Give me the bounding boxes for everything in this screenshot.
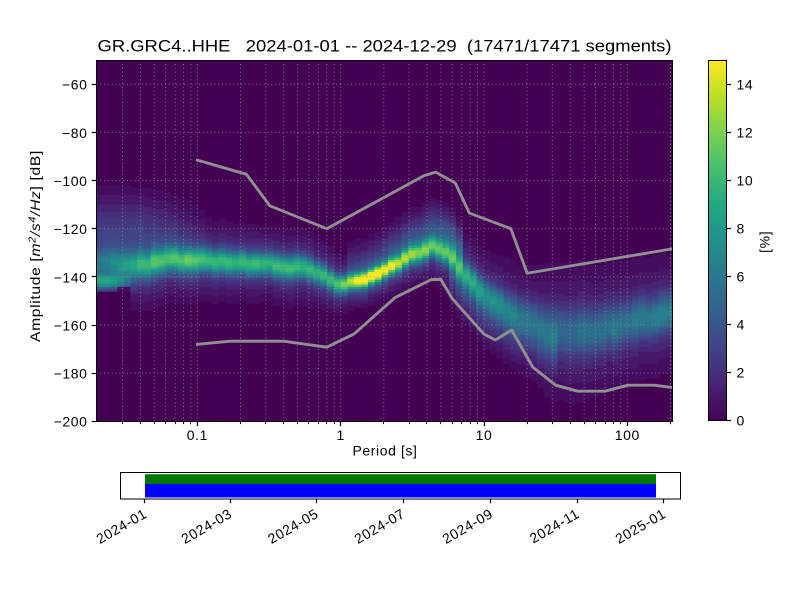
svg-text:GR.GRC4..HHE 2024-01-01 -- 2: GR.GRC4..HHE 2024-01-01 -- 2024-12-29 (1… [98, 37, 672, 56]
svg-text:8: 8 [737, 220, 745, 236]
svg-text:−200: −200 [54, 414, 88, 430]
svg-text:−180: −180 [54, 366, 88, 382]
svg-text:−120: −120 [54, 221, 88, 237]
svg-text:[%]: [%] [757, 231, 773, 253]
svg-text:10: 10 [476, 427, 493, 443]
svg-text:1: 1 [337, 427, 345, 443]
svg-text:−140: −140 [54, 269, 88, 285]
svg-text:2: 2 [737, 364, 745, 380]
svg-text:100: 100 [615, 427, 640, 443]
svg-text:14: 14 [737, 76, 754, 92]
svg-text:4: 4 [737, 316, 745, 332]
svg-text:−60: −60 [62, 77, 88, 93]
svg-text:0: 0 [737, 412, 745, 428]
svg-text:12: 12 [737, 124, 754, 140]
svg-text:10: 10 [737, 172, 754, 188]
svg-text:−160: −160 [54, 317, 88, 333]
svg-text:Period [s]: Period [s] [353, 443, 418, 459]
svg-text:0.1: 0.1 [187, 427, 208, 443]
svg-text:−80: −80 [62, 125, 88, 141]
svg-text:−100: −100 [54, 173, 88, 189]
svg-text:6: 6 [737, 268, 745, 284]
svg-text:Amplitude [m2/s4/Hz] [dB]: Amplitude [m2/s4/Hz] [dB] [27, 150, 43, 342]
